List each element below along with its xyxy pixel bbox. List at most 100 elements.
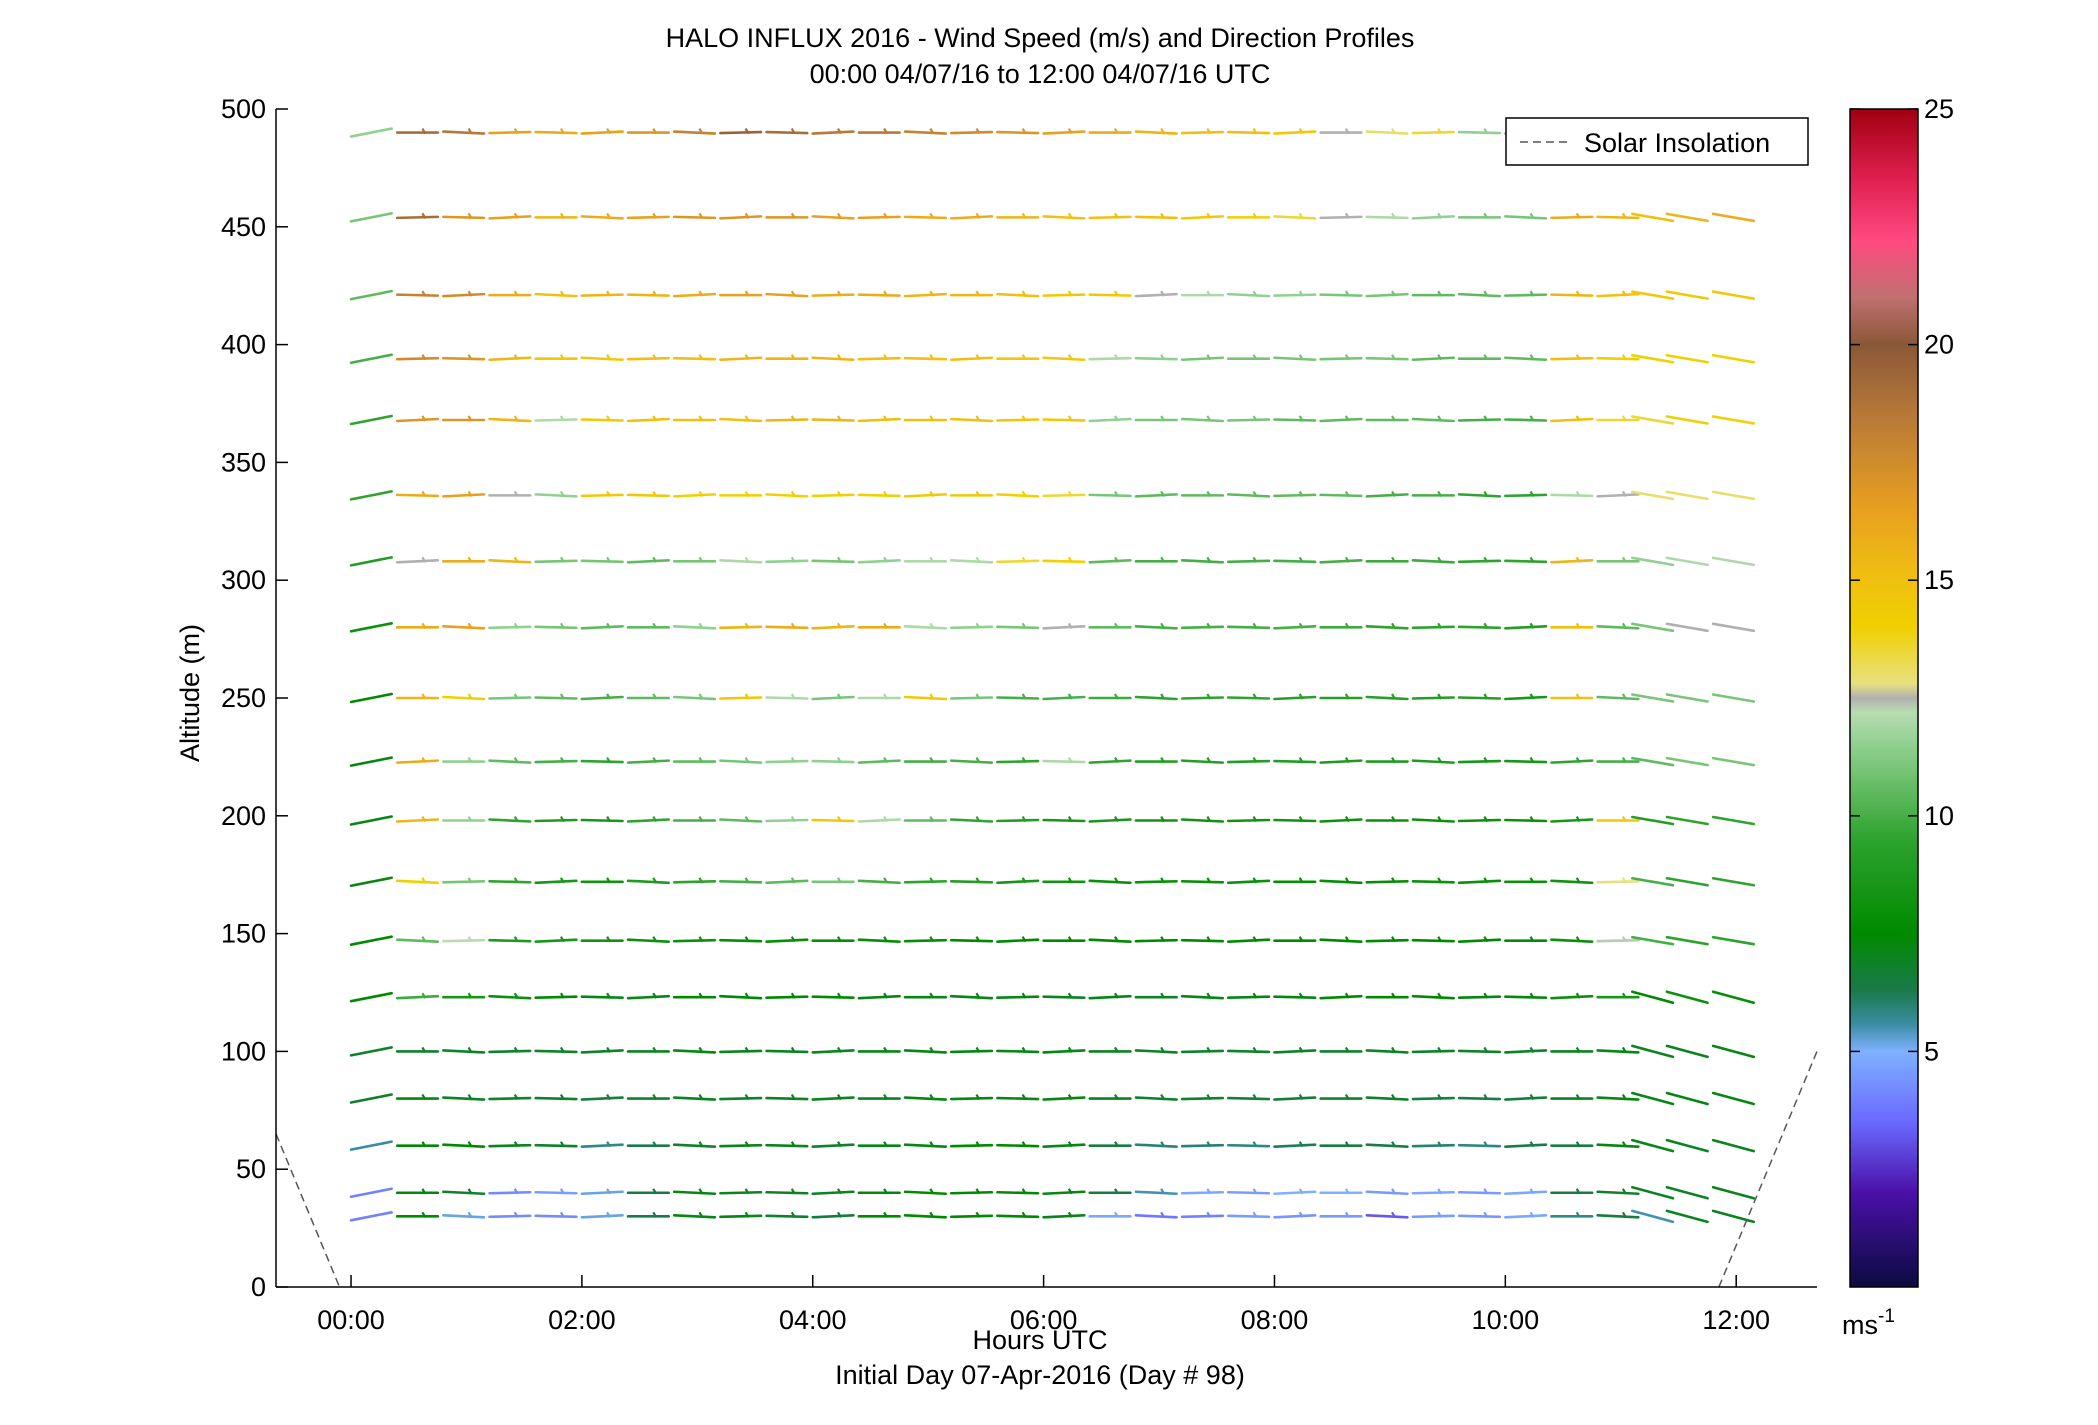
wind-barb bbox=[580, 759, 624, 764]
wind-barb-tick bbox=[837, 757, 842, 764]
wind-barb bbox=[395, 994, 440, 1000]
wind-barb-tick bbox=[1621, 622, 1627, 629]
wind-barb-tick bbox=[790, 354, 796, 361]
wind-barb-tick bbox=[1021, 1211, 1027, 1218]
wind-barb-tick bbox=[559, 877, 565, 884]
wind-barb-tick bbox=[1437, 877, 1443, 884]
wind-barb-tick bbox=[467, 354, 473, 361]
wind-barb-tick bbox=[421, 1093, 427, 1101]
colorbar-tick-label: 15 bbox=[1924, 565, 1954, 595]
wind-barb bbox=[1411, 130, 1455, 135]
wind-barb bbox=[488, 1096, 532, 1101]
wind-barb-tick bbox=[698, 757, 704, 764]
wind-barb bbox=[1504, 1143, 1548, 1148]
wind-barb-tick bbox=[1529, 354, 1535, 361]
wind-barb-tick bbox=[1252, 622, 1258, 629]
colorbar-unit: ms-1 bbox=[1842, 1306, 1895, 1340]
wind-barb bbox=[1631, 212, 1675, 223]
wind-barb-tick bbox=[559, 815, 565, 823]
wind-barb bbox=[857, 493, 901, 498]
wind-barb-tick bbox=[1298, 1211, 1304, 1218]
wind-barb bbox=[1042, 1214, 1086, 1219]
wind-barb bbox=[719, 215, 763, 220]
wind-barb-tick bbox=[1391, 127, 1396, 135]
wind-barb bbox=[626, 215, 670, 220]
wind-barb-tick bbox=[744, 1188, 750, 1195]
y-tick-label: 300 bbox=[221, 565, 266, 595]
wind-barb-tick bbox=[883, 127, 889, 135]
wind-barb-tick bbox=[1391, 992, 1396, 999]
wind-barb bbox=[1042, 418, 1086, 422]
wind-barb-tick bbox=[698, 693, 704, 700]
wind-barb bbox=[765, 938, 809, 943]
wind-barb-tick bbox=[837, 815, 842, 823]
wind-barb bbox=[765, 879, 809, 885]
wind-barb-tick bbox=[559, 212, 565, 219]
wind-barb bbox=[626, 994, 670, 1000]
wind-barb-tick bbox=[1391, 936, 1396, 943]
wind-barb-tick bbox=[1344, 212, 1350, 219]
wind-barb-tick bbox=[606, 415, 612, 422]
wind-barb bbox=[442, 356, 486, 361]
wind-barb-tick bbox=[606, 1141, 612, 1148]
wind-barb bbox=[1365, 215, 1409, 220]
wind-barb-tick bbox=[606, 1211, 612, 1218]
wind-barb bbox=[996, 1096, 1040, 1101]
wind-barb-tick bbox=[1021, 290, 1027, 297]
wind-barb-tick bbox=[975, 992, 981, 999]
wind-barb-tick bbox=[421, 127, 427, 135]
legend-box bbox=[1505, 117, 1809, 166]
wind-barb-tick bbox=[698, 1141, 704, 1148]
wind-barb-tick bbox=[1252, 757, 1258, 764]
wind-barb-tick bbox=[1344, 1093, 1350, 1101]
wind-barb bbox=[1365, 1049, 1409, 1054]
wind-barb bbox=[1550, 559, 1594, 564]
wind-barb bbox=[1227, 818, 1271, 823]
wind-barb-tick bbox=[1252, 1141, 1258, 1148]
wind-barb bbox=[1665, 1138, 1709, 1153]
wind-barb bbox=[1273, 293, 1317, 297]
wind-barb bbox=[996, 292, 1040, 298]
wind-barb bbox=[1665, 556, 1709, 567]
wind-barb-tick bbox=[1298, 992, 1304, 999]
wind-barb bbox=[1319, 215, 1363, 220]
wind-barb bbox=[903, 130, 948, 135]
wind-barb-tick bbox=[1252, 212, 1258, 219]
wind-barb bbox=[1319, 994, 1363, 1000]
wind-barb-tick bbox=[883, 212, 889, 219]
wind-barb bbox=[949, 938, 994, 943]
wind-barb bbox=[395, 759, 440, 764]
wind-barb-tick bbox=[1160, 1046, 1166, 1053]
wind-barb bbox=[672, 493, 717, 498]
wind-barb-tick bbox=[744, 290, 750, 297]
wind-barb-tick bbox=[1575, 1211, 1581, 1218]
wind-barb bbox=[949, 696, 994, 700]
wind-barb-tick bbox=[837, 877, 842, 884]
wind-barb bbox=[1711, 415, 1756, 425]
wind-barb-tick bbox=[1067, 757, 1073, 764]
wind-barb-tick bbox=[1114, 290, 1119, 297]
wind-barb-tick bbox=[790, 127, 796, 135]
wind-barb-tick bbox=[1114, 693, 1119, 700]
insolation-morning bbox=[275, 1133, 341, 1288]
wind-barb bbox=[1550, 417, 1594, 423]
wind-barb bbox=[1273, 759, 1317, 764]
wind-barb bbox=[1711, 1044, 1756, 1059]
wind-barb-tick bbox=[975, 1141, 981, 1148]
wind-barb-tick bbox=[1298, 556, 1304, 563]
wind-barb-tick bbox=[1391, 490, 1396, 497]
wind-barb-tick bbox=[559, 693, 565, 700]
wind-barb bbox=[1134, 695, 1178, 701]
y-axis-label: Altitude (m) bbox=[175, 624, 205, 762]
wind-barb-tick bbox=[652, 354, 658, 361]
wind-barb bbox=[1596, 1096, 1640, 1101]
wind-barb bbox=[580, 818, 624, 823]
wind-barb bbox=[857, 994, 901, 1000]
barb-row-100 bbox=[349, 1044, 1756, 1059]
wind-barb bbox=[1631, 756, 1675, 767]
wind-barb-tick bbox=[975, 354, 981, 361]
wind-barb bbox=[1665, 756, 1709, 767]
wind-barb-tick bbox=[559, 1046, 565, 1053]
wind-barb-tick bbox=[1298, 693, 1304, 700]
wind-barb bbox=[1365, 695, 1409, 701]
